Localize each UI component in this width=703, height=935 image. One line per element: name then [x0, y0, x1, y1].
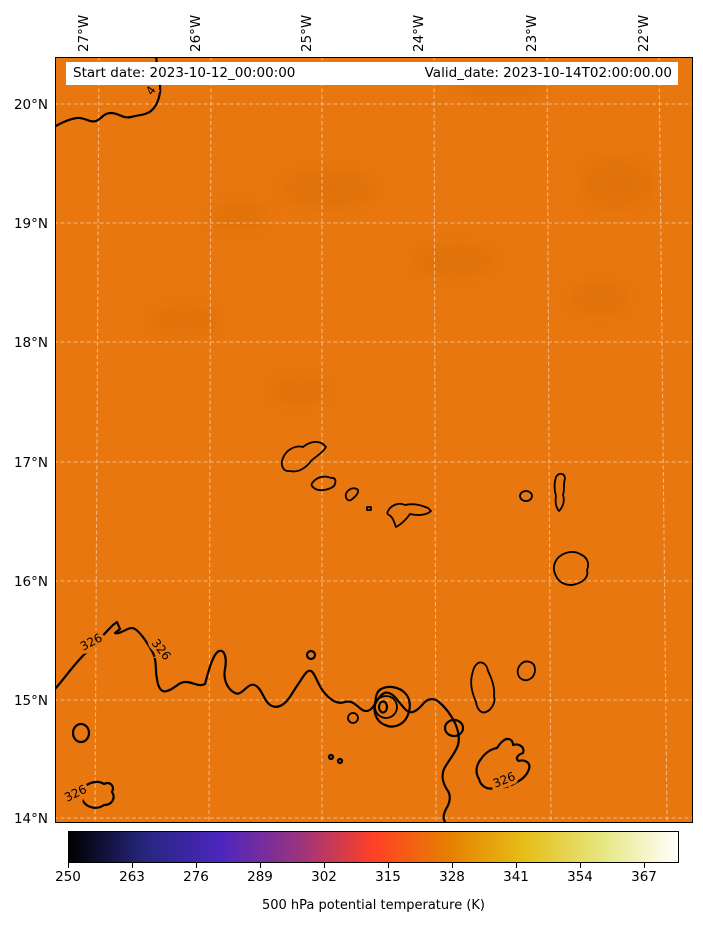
- colorbar-tick-label: 276: [183, 869, 209, 885]
- gridlines: [56, 58, 692, 822]
- y-tick-label: 17°N: [13, 455, 48, 471]
- coast-raso: [519, 490, 534, 503]
- colorbar-tick-label: 328: [439, 869, 465, 885]
- valid-date-text: Valid_date: 2023-10-14T02:00:00.00: [424, 65, 672, 81]
- coastlines: [281, 441, 590, 725]
- colorbar-tick-label: 302: [311, 869, 337, 885]
- coast-brava: [347, 712, 360, 725]
- contour-label-326-d: 326: [491, 770, 517, 792]
- colorbar-tick: [388, 863, 390, 868]
- colorbar-tick: [132, 863, 134, 868]
- colorbar-tick-label: 315: [375, 869, 401, 885]
- field-shading: [150, 68, 654, 405]
- y-tick-label: 20°N: [13, 97, 48, 113]
- coast-santa-luzia: [345, 487, 360, 502]
- coast-santiago: [470, 662, 496, 714]
- y-tick-label: 16°N: [13, 574, 48, 590]
- contour-loop-bottomleft: [79, 781, 116, 810]
- theta-contours: [56, 58, 531, 822]
- contour-oval-south: [444, 719, 465, 738]
- contour-speck: [328, 754, 335, 761]
- colorbar: [68, 831, 679, 863]
- x-tick-label: 27°W: [76, 14, 92, 52]
- contour-326-main: [56, 621, 461, 822]
- colorbar-tick: [644, 863, 646, 868]
- colorbar-tick-label: 250: [55, 869, 81, 885]
- x-tick-label: 23°W: [524, 14, 540, 52]
- coast-fogo: [374, 695, 399, 720]
- coast-boa-vista: [553, 551, 590, 587]
- coast-maio: [517, 661, 537, 682]
- contour-speck: [306, 650, 317, 661]
- contour-speck: [337, 758, 344, 765]
- y-tick-label: 14°N: [13, 811, 48, 827]
- colorbar-tick-label: 354: [567, 869, 593, 885]
- map-panel: 326 326 326 326 4 Start date: 2023-10-12…: [55, 57, 693, 823]
- coast-branco: [366, 506, 373, 512]
- x-tick-label: 22°W: [636, 14, 652, 52]
- y-tick-label: 18°N: [13, 335, 48, 351]
- y-tick-label: 19°N: [13, 216, 48, 232]
- x-tick-label: 25°W: [299, 14, 315, 52]
- colorbar-tick: [452, 863, 454, 868]
- y-tick-label: 15°N: [13, 693, 48, 709]
- start-date-text: Start date: 2023-10-12_00:00:00: [73, 65, 296, 81]
- coast-sao-vicente: [311, 476, 337, 492]
- x-tick-label: 24°W: [411, 14, 427, 52]
- contour-label-partial-4: 4: [143, 84, 159, 98]
- colorbar-tick: [324, 863, 326, 868]
- coast-sal: [554, 473, 567, 513]
- title-bar: Start date: 2023-10-12_00:00:00 Valid_da…: [66, 62, 678, 85]
- colorbar-tick: [260, 863, 262, 868]
- x-tick-label: 26°W: [188, 14, 204, 52]
- contour-326-blob: [475, 738, 531, 791]
- colorbar-tick: [580, 863, 582, 868]
- coast-santo-antao: [281, 441, 328, 473]
- contour-ring-inner: [378, 700, 389, 715]
- contour-label-326-a: 326: [78, 631, 105, 654]
- colorbar-tick-label: 367: [631, 869, 657, 885]
- colorbar-tick: [68, 863, 70, 868]
- contour-label-326-b: 326: [149, 637, 174, 664]
- colorbar-tick-label: 263: [119, 869, 145, 885]
- colorbar-tick: [516, 863, 518, 868]
- colorbar-tick-label: 289: [247, 869, 273, 885]
- map-canvas: 326 326 326 326 4: [56, 58, 692, 822]
- coast-sao-nicolau: [386, 503, 433, 529]
- colorbar-axis-label: 500 hPa potential temperature (K): [261, 898, 485, 913]
- contour-topleft: [56, 58, 162, 128]
- colorbar-tick-label: 341: [503, 869, 529, 885]
- colorbar-tick: [196, 863, 198, 868]
- contour-oval-west: [72, 723, 91, 744]
